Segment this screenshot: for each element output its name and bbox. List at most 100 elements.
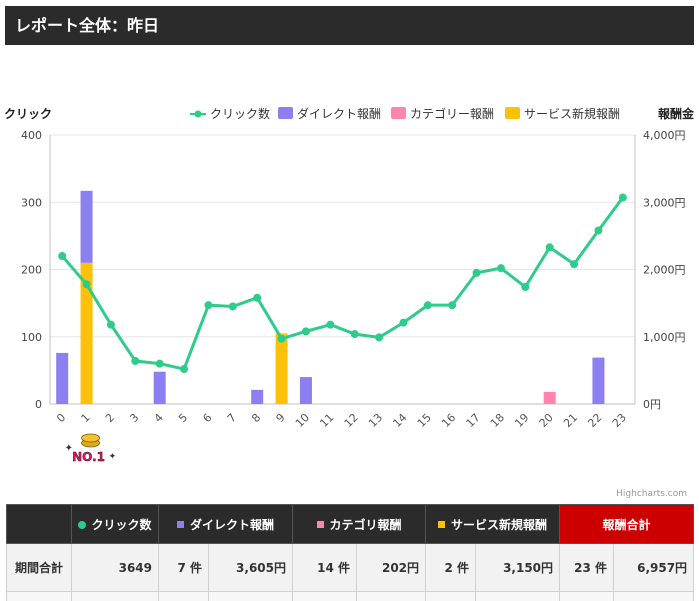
left-axis-title: クリック — [4, 107, 52, 121]
clicks-dot-icon — [78, 520, 87, 529]
no1-badge: ✦✦NO.1 — [65, 433, 117, 464]
total-count: 23 件 — [559, 543, 615, 592]
left-tick-label: 400 — [21, 129, 42, 142]
summary-table: クリック数 ダイレクト報酬 カテゴリ報酬 サービス新規報酬 報酬合計 期間合計 … — [6, 504, 695, 601]
x-tick-label: 21 — [561, 411, 580, 430]
clicks-point-18 — [496, 264, 505, 273]
clicks-point-21 — [570, 260, 579, 269]
clicks-point-14 — [399, 318, 408, 327]
coin-icon — [81, 433, 100, 443]
chart-grid — [49, 134, 636, 405]
x-tick-label: 11 — [317, 411, 336, 430]
clicks-point-19 — [521, 282, 530, 291]
header-direct: ダイレクト報酬 — [157, 504, 294, 544]
clicks-point-16 — [448, 301, 457, 310]
clicks-point-17 — [472, 268, 481, 277]
bar-0-0 — [56, 352, 69, 404]
category-count: 14 件 — [292, 543, 358, 592]
service-count: 2 件 — [425, 543, 477, 592]
x-tick-label: 8 — [249, 411, 263, 425]
x-tick-label: 23 — [610, 411, 629, 430]
bar-0-22 — [592, 357, 605, 404]
page-title: レポート全体：昨日 — [5, 6, 694, 45]
x-tick-label: 1 — [79, 411, 93, 425]
left-tick-label: 0 — [35, 398, 42, 411]
no1-label: NO.1 — [72, 450, 105, 464]
clicks-point-22 — [594, 226, 603, 235]
clicks-point-23 — [618, 193, 627, 202]
summary-row-partial — [6, 591, 695, 601]
x-tick-label: 19 — [512, 411, 531, 430]
clicks-point-1 — [82, 280, 91, 289]
bar-0-1 — [80, 190, 93, 263]
header-empty — [6, 504, 72, 544]
summary-header-row: クリック数 ダイレクト報酬 カテゴリ報酬 サービス新規報酬 報酬合計 — [6, 504, 695, 544]
direct-amount: 3,605円 — [207, 543, 294, 592]
clicks-point-4 — [155, 359, 164, 368]
bar-0-10 — [299, 377, 312, 404]
right-tick-label: 4,000円 — [643, 129, 686, 142]
x-axis: 0 1 2 3 4 5 6 7 8 9 10 11 12 13 14 15 16 17 18 19 20 21 22 23 — [54, 411, 629, 430]
clicks-point-3 — [131, 356, 140, 365]
bar-1-20 — [543, 391, 556, 404]
x-tick-label: 14 — [390, 411, 409, 430]
chart-legend: クリック数 ダイレクト報酬 カテゴリー報酬 サービス新規報酬 — [190, 106, 620, 121]
line-series — [58, 193, 627, 374]
clicks-value: 3649 — [71, 543, 159, 592]
service-square-icon — [438, 520, 446, 528]
x-tick-label: 16 — [439, 411, 458, 430]
legend-square-icon — [278, 107, 293, 119]
x-tick-label: 15 — [415, 411, 434, 430]
clicks-point-10 — [301, 327, 310, 336]
x-tick-label: 13 — [366, 411, 385, 430]
legend-square-icon — [391, 107, 406, 119]
legend-dot-icon — [194, 110, 202, 118]
total-amount: 6,957円 — [613, 543, 695, 592]
x-tick-label: 22 — [585, 411, 604, 430]
right-axis: 0円 1,000円 2,000円 3,000円 4,000円 報酬金 — [643, 106, 695, 411]
right-tick-label: 0円 — [643, 398, 661, 411]
x-tick-label: 4 — [152, 411, 166, 425]
clicks-point-8 — [253, 293, 262, 302]
bar-series — [56, 190, 605, 404]
header-category: カテゴリ報酬 — [292, 504, 427, 544]
right-tick-label: 2,000円 — [643, 264, 686, 277]
clicks-point-13 — [375, 333, 384, 342]
bar-0-4 — [153, 371, 166, 404]
category-amount: 202円 — [356, 543, 427, 592]
header-total: 報酬合計 — [559, 504, 695, 544]
direct-count: 7 件 — [158, 543, 209, 592]
report-chart: 0 100 200 300 400 クリック 0円 1,000円 2,000円 3,000円 4,… — [4, 106, 695, 464]
legend-label: サービス新規報酬 — [524, 106, 620, 121]
bar-0-8 — [251, 389, 264, 404]
sparkle-icon: ✦ — [65, 443, 73, 454]
direct-square-icon — [177, 520, 184, 528]
left-tick-label: 300 — [21, 196, 42, 209]
left-tick-label: 100 — [21, 331, 42, 344]
header-service: サービス新規報酬 — [425, 504, 561, 544]
x-tick-label: 3 — [127, 411, 141, 425]
right-tick-label: 3,000円 — [643, 196, 686, 209]
left-tick-label: 200 — [21, 264, 42, 277]
clicks-point-7 — [228, 302, 237, 311]
x-tick-label: 18 — [488, 411, 507, 430]
summary-row: 期間合計 3649 7 件 3,605円 14 件 202円 2 件 3,150… — [6, 543, 695, 592]
x-tick-label: 7 — [225, 411, 239, 425]
chart-credits[interactable]: Highcharts.com — [616, 489, 687, 499]
clicks-point-20 — [545, 243, 554, 252]
clicks-point-12 — [350, 330, 359, 339]
right-tick-label: 1,000円 — [643, 331, 686, 344]
clicks-point-6 — [204, 301, 213, 310]
service-amount: 3,150円 — [475, 543, 561, 592]
x-tick-label: 5 — [176, 411, 190, 425]
x-tick-label: 10 — [293, 411, 312, 430]
clicks-point-2 — [106, 320, 115, 329]
legend-label: クリック数 — [210, 106, 270, 121]
clicks-point-11 — [326, 320, 335, 329]
clicks-point-5 — [180, 365, 189, 374]
left-axis: 0 100 200 300 400 クリック — [4, 107, 52, 411]
clicks-line — [61, 196, 625, 371]
legend-label: ダイレクト報酬 — [297, 106, 381, 121]
bar-2-1 — [80, 262, 93, 404]
x-tick-label: 20 — [537, 411, 556, 430]
